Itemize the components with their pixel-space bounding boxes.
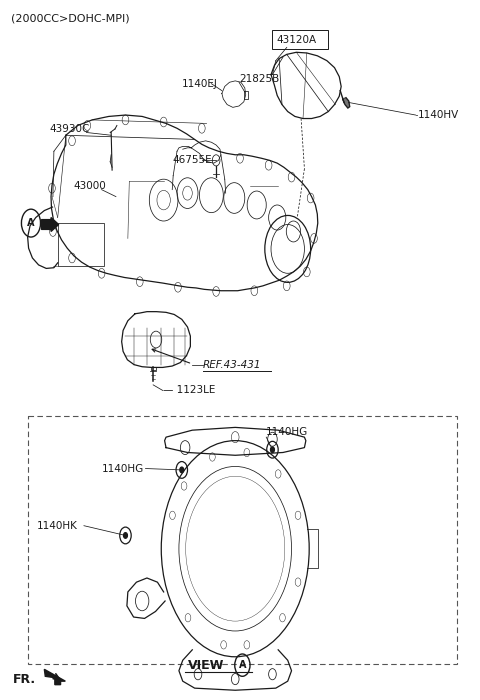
- Circle shape: [123, 533, 127, 538]
- Text: VIEW: VIEW: [188, 659, 224, 671]
- Text: REF.43-431: REF.43-431: [203, 360, 261, 370]
- Text: A: A: [27, 218, 35, 228]
- Text: 43120A: 43120A: [277, 36, 317, 46]
- Circle shape: [271, 447, 275, 452]
- Circle shape: [180, 467, 184, 473]
- Text: 1140EJ: 1140EJ: [182, 78, 217, 89]
- Text: 1140HG: 1140HG: [102, 463, 144, 473]
- Text: 43930C: 43930C: [49, 124, 89, 134]
- Polygon shape: [343, 97, 350, 108]
- Text: FR.: FR.: [13, 673, 36, 685]
- Polygon shape: [41, 218, 59, 232]
- Bar: [58, 223, 105, 266]
- Text: 1140HV: 1140HV: [418, 110, 459, 120]
- Text: 43000: 43000: [73, 181, 106, 191]
- Text: 1140HK: 1140HK: [37, 521, 78, 531]
- Polygon shape: [44, 669, 65, 685]
- Text: 1140HG: 1140HG: [266, 427, 309, 438]
- Text: — 1123LE: — 1123LE: [163, 385, 215, 395]
- Text: (2000CC>DOHC-MPI): (2000CC>DOHC-MPI): [11, 14, 130, 24]
- Text: 46755E: 46755E: [172, 155, 212, 165]
- Text: A: A: [239, 660, 246, 670]
- Text: 21825B: 21825B: [239, 74, 279, 85]
